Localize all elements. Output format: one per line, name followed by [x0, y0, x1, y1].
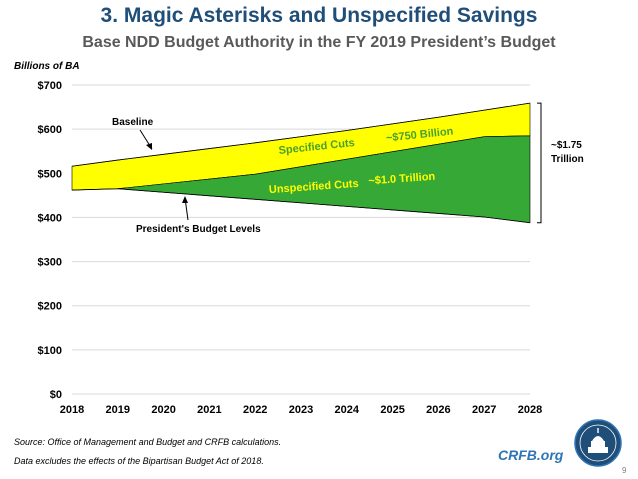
y-tick-label: $300 [38, 257, 62, 269]
page-title: 3. Magic Asterisks and Unspecified Savin… [100, 4, 538, 27]
x-tick-label: 2023 [289, 404, 313, 416]
y-tick-label: $400 [38, 212, 62, 224]
crfb-brand-link[interactable]: CRFB.org [498, 447, 564, 463]
y-tick-label: $500 [38, 168, 62, 180]
data-note: Data excludes the effects of the Biparti… [14, 456, 264, 466]
x-tick-label: 2022 [243, 404, 267, 416]
x-tick-label: 2020 [151, 404, 175, 416]
x-tick-label: 2026 [426, 404, 450, 416]
x-tick-label: 2019 [106, 404, 130, 416]
baseline-annotation: Baseline [112, 117, 154, 128]
total-bracket [537, 102, 542, 224]
unspecified-cuts-amount: ~$1.0 Trillion [368, 171, 436, 188]
baseline-arrowhead [146, 143, 152, 150]
x-tick-label: 2024 [335, 404, 360, 416]
presidents-budget-arrowhead [182, 196, 188, 203]
y-tick-label: $0 [50, 389, 62, 401]
x-tick-label: 2021 [197, 404, 221, 416]
x-tick-label: 2018 [60, 404, 84, 416]
source-note: Source: Office of Management and Budget … [14, 437, 282, 447]
page-subtitle: Base NDD Budget Authority in the FY 2019… [82, 34, 556, 51]
y-tick-label: $100 [38, 345, 62, 357]
x-tick-label: 2028 [518, 404, 542, 416]
crfb-seal-logo [574, 419, 622, 467]
presidents-budget-annotation: President's Budget Levels [136, 224, 261, 235]
presidents-budget-line [71, 188, 531, 224]
x-tick-label: 2025 [380, 404, 404, 416]
y-tick-label: $600 [38, 124, 62, 136]
total-label-line1: ~$1.75 [551, 140, 582, 151]
page-number: 9 [622, 466, 627, 475]
x-tick-label: 2027 [472, 404, 496, 416]
baseline-line [71, 102, 531, 167]
total-label-line2: Trillion [551, 154, 584, 165]
y-axis-label: Billions of BA [14, 61, 80, 72]
y-tick-label: $700 [38, 80, 62, 92]
y-tick-label: $200 [38, 301, 62, 313]
